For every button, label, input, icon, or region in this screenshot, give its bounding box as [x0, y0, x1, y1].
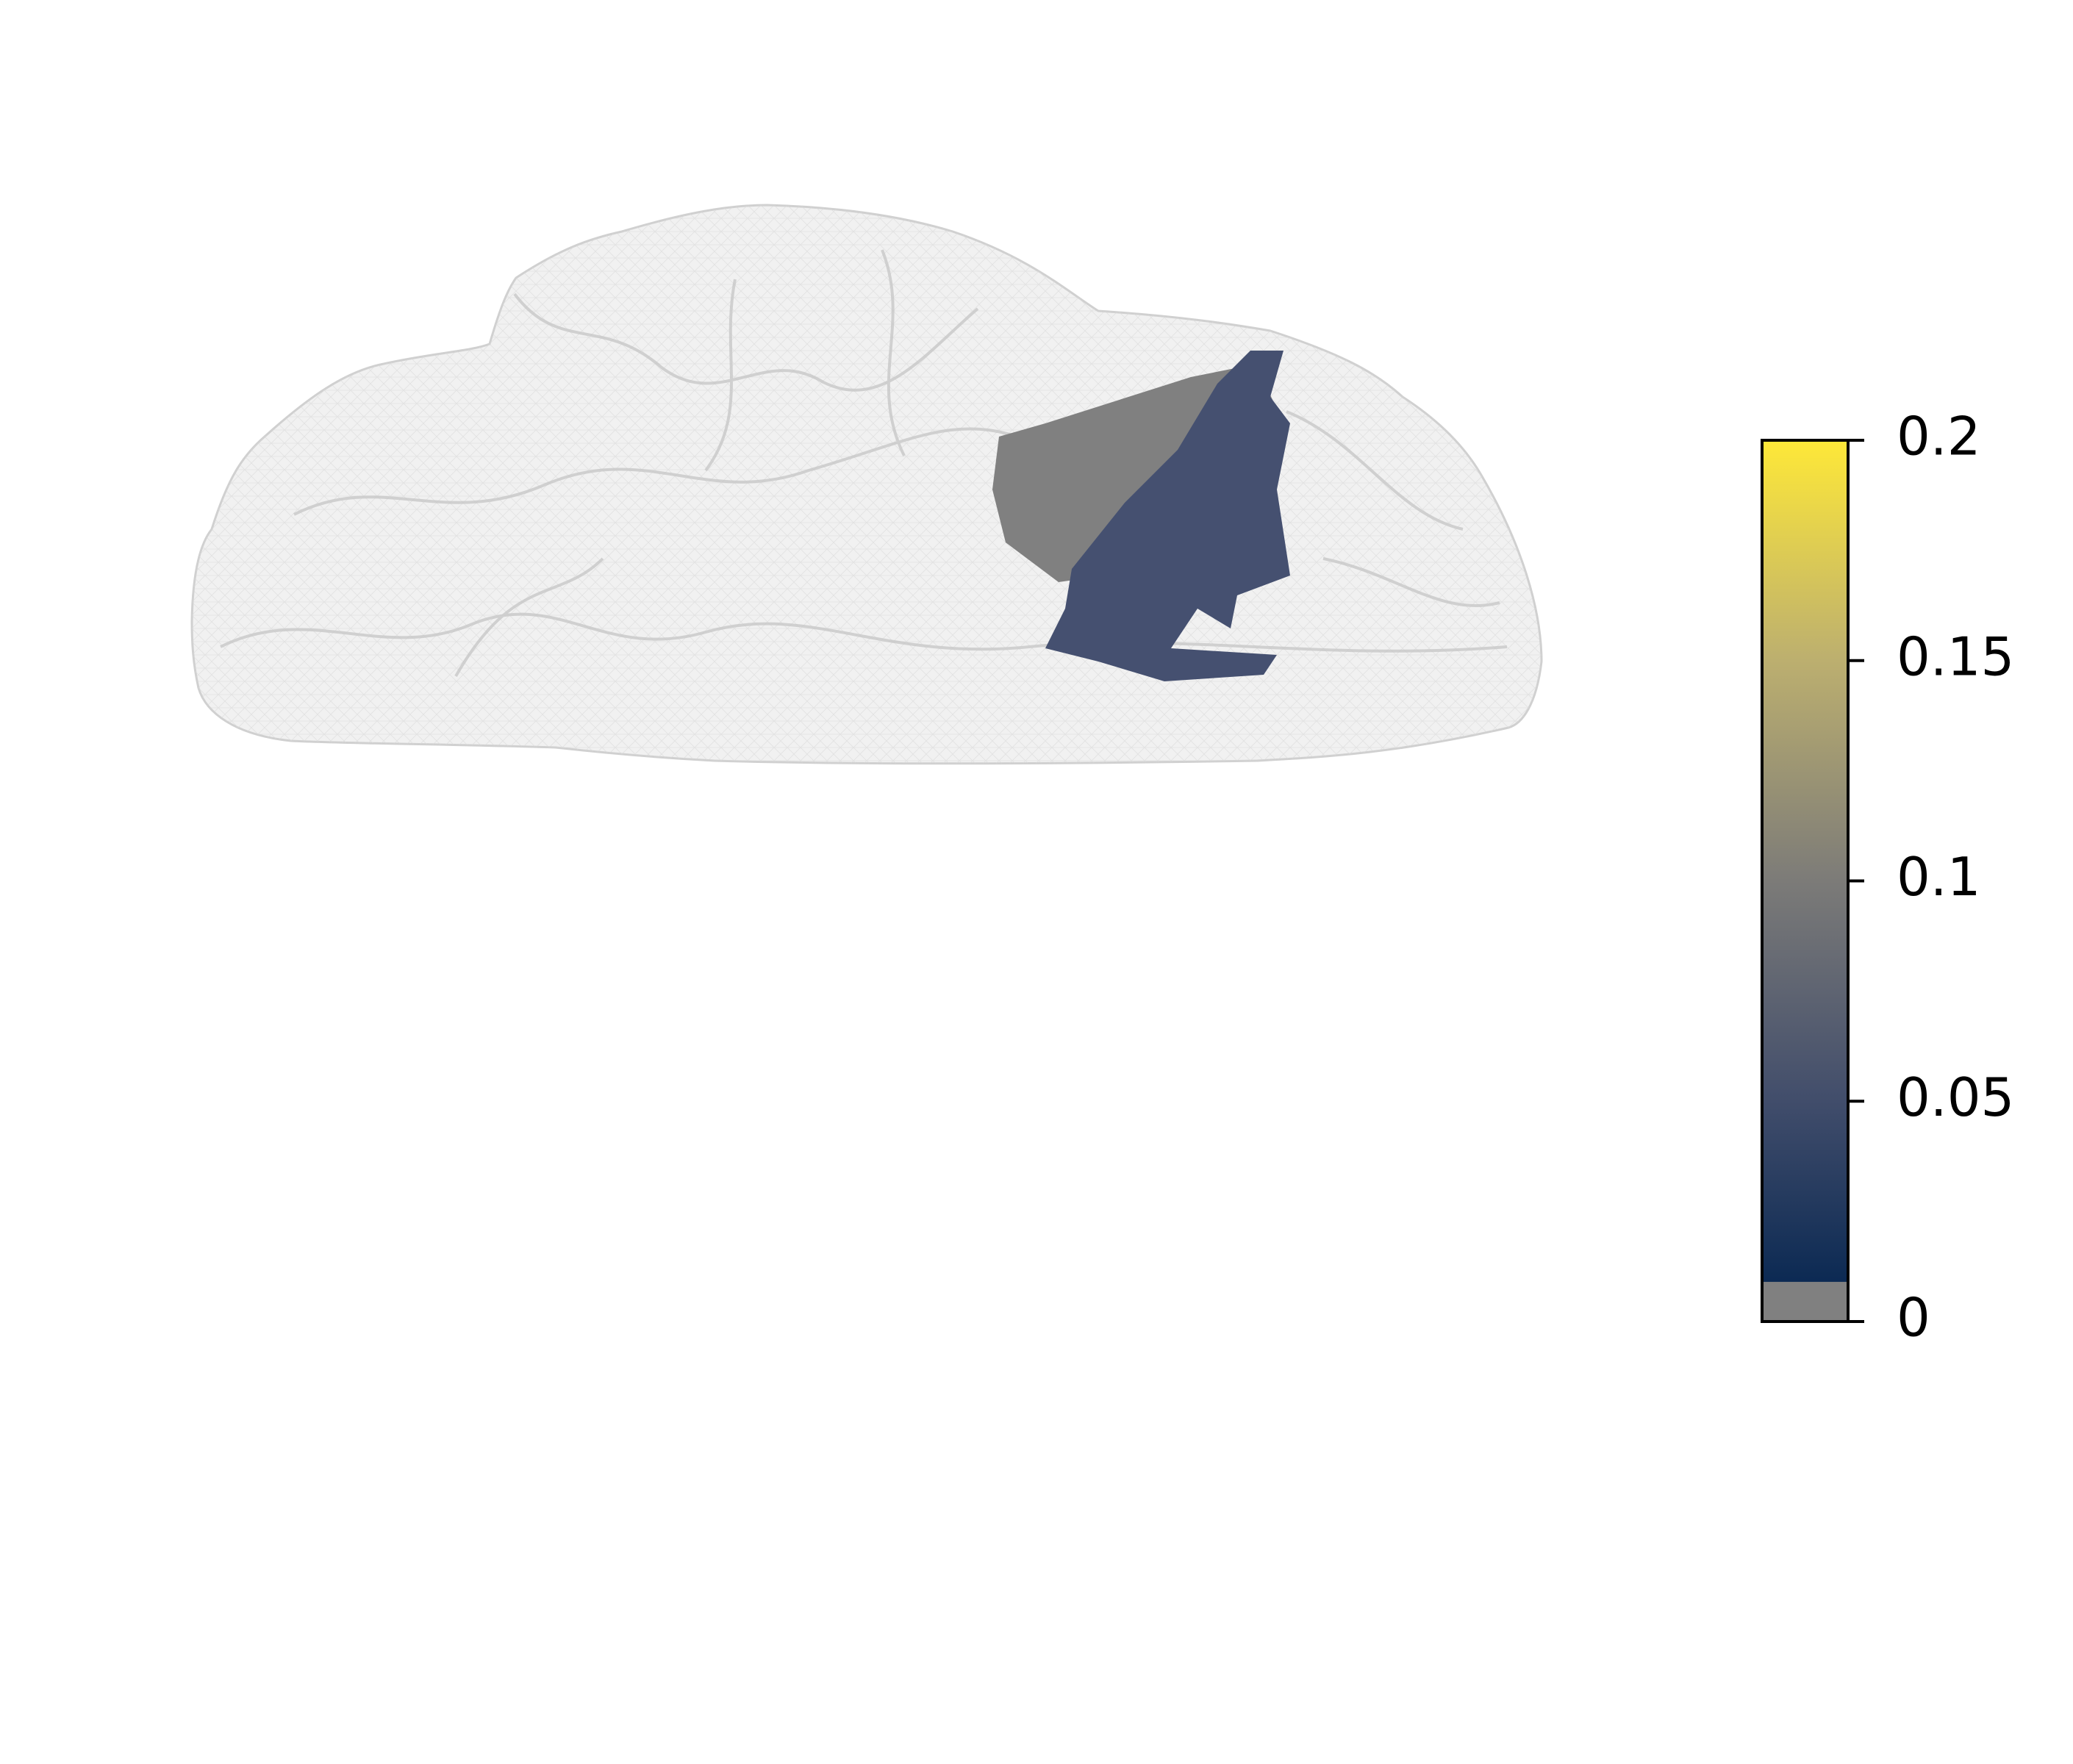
- tick-label: 0.1: [1897, 846, 1981, 908]
- colorbar-gradient: [1762, 440, 1848, 1322]
- colorbar-below-threshold: [1762, 1282, 1848, 1322]
- brain-surface: [190, 204, 1543, 765]
- tick-label: 0.05: [1897, 1066, 2014, 1128]
- tick-label: 0: [1897, 1287, 1930, 1349]
- tick-label: 0.15: [1897, 625, 2014, 687]
- brain-mesh: [192, 205, 1542, 764]
- sulci: [220, 249, 1508, 677]
- region-blue: [1045, 351, 1290, 681]
- tick-label: 0.2: [1897, 406, 1981, 467]
- colorbar: 0 0.05 0.1 0.15 0.2: [1761, 406, 2014, 1349]
